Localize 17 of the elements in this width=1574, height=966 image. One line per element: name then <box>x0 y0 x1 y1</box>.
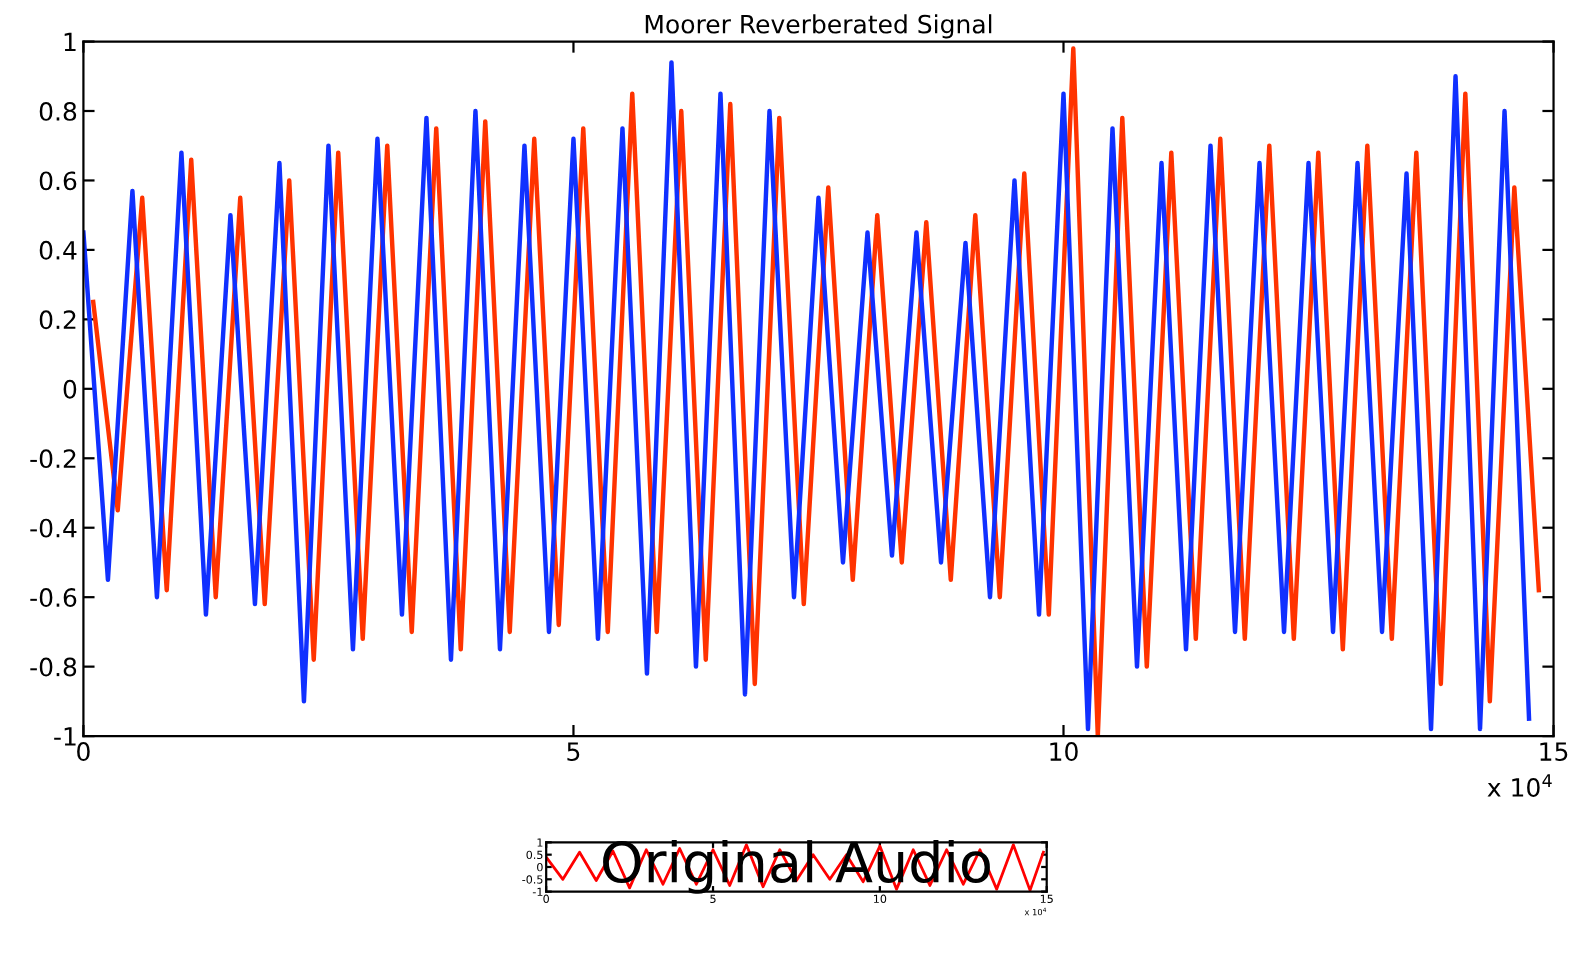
y-tick-label: 0.6 <box>39 171 77 191</box>
y-tick-label: 0.8 <box>39 101 77 121</box>
y-tick-label: 0.2 <box>39 310 76 330</box>
y-tick-label: -0.4 <box>30 518 77 538</box>
y-tick-label: -0.8 <box>30 657 77 677</box>
chart-title: Moorer Reverberated Signal <box>645 14 992 39</box>
y-tick-label: -0.6 <box>30 588 77 608</box>
x-tick-label: 15 <box>1540 742 1568 761</box>
y-tick-label: 1 <box>64 32 76 52</box>
x-tick-label: 5 <box>567 742 580 761</box>
y-tick-label: 0 <box>63 379 77 399</box>
x-tick-label: 0 <box>77 742 90 761</box>
y-tick-label: -1 <box>54 727 76 746</box>
y-tick-label: -0.2 <box>30 449 76 469</box>
x-tick-label: 10 <box>1050 742 1078 761</box>
text: x 10$^{4}$ <box>1487 774 1552 797</box>
y-tick-label: 0.4 <box>39 240 77 260</box>
